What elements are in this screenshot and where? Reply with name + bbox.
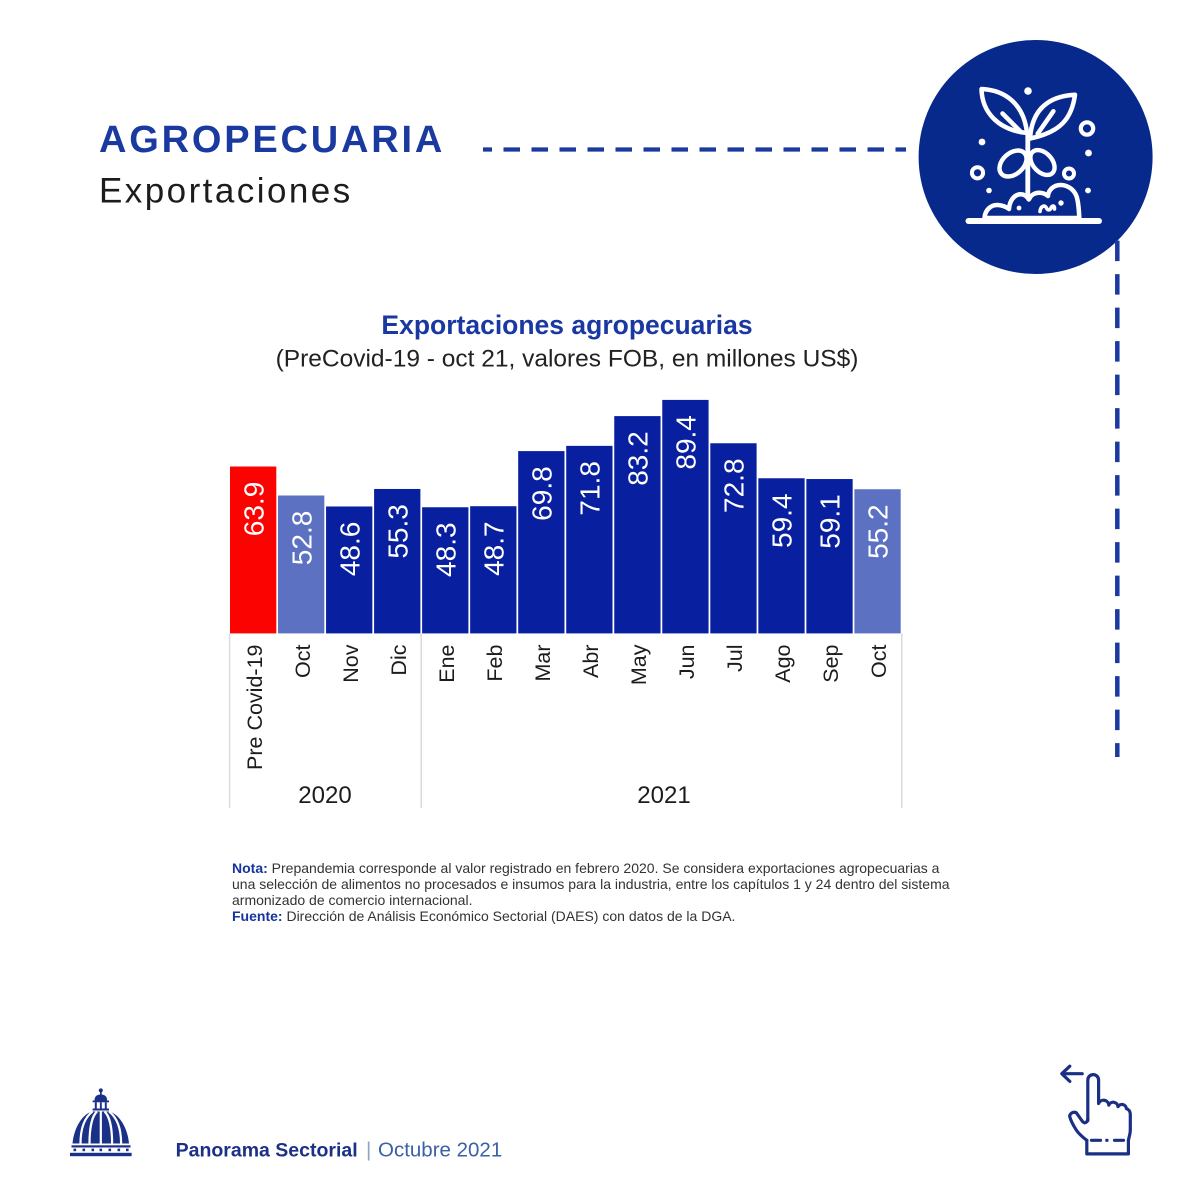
svg-text:71.8: 71.8 — [575, 461, 606, 516]
svg-text:una selección de alimentos no: una selección de alimentos no procesados… — [232, 876, 950, 892]
svg-text:59.4: 59.4 — [767, 493, 798, 547]
svg-text:Oct: Oct — [291, 644, 315, 677]
svg-text:Exportaciones: Exportaciones — [99, 172, 353, 211]
svg-text:May: May — [627, 644, 651, 685]
svg-text:Sep: Sep — [819, 644, 843, 682]
svg-text:Fuente: Dirección de Análisis: Fuente: Dirección de Análisis Económico … — [232, 908, 735, 924]
svg-text:Nov: Nov — [339, 644, 363, 682]
svg-text:48.3: 48.3 — [430, 522, 461, 577]
svg-text:55.2: 55.2 — [863, 504, 894, 559]
svg-text:72.8: 72.8 — [719, 458, 750, 512]
svg-text:Abr: Abr — [579, 645, 603, 678]
svg-text:Exportaciones agropecuarias: Exportaciones agropecuarias — [381, 310, 752, 340]
svg-text:52.8: 52.8 — [286, 511, 317, 566]
svg-text:63.9: 63.9 — [238, 482, 269, 536]
svg-text:Dic: Dic — [387, 644, 411, 675]
svg-text:Jul: Jul — [723, 645, 747, 672]
svg-text:55.3: 55.3 — [382, 504, 413, 559]
svg-text:Oct: Oct — [867, 644, 891, 677]
svg-text:2020: 2020 — [298, 782, 351, 809]
svg-text:Ene: Ene — [435, 645, 459, 683]
svg-text:89.4: 89.4 — [671, 415, 702, 470]
svg-text:Ago: Ago — [771, 644, 795, 682]
svg-text:69.8: 69.8 — [527, 466, 558, 521]
svg-text:(PreCovid-19 - oct 21, valores: (PreCovid-19 - oct 21, valores FOB, en m… — [276, 346, 859, 373]
svg-text:AGROPECUARIA: AGROPECUARIA — [99, 119, 445, 161]
svg-text:Pre Covid-19: Pre Covid-19 — [243, 645, 267, 770]
svg-text:Nota: Prepandemia corresponde: Nota: Prepandemia corresponde al valor r… — [232, 860, 940, 876]
svg-text:48.6: 48.6 — [334, 522, 365, 577]
svg-text:83.2: 83.2 — [623, 431, 654, 486]
svg-text:Mar: Mar — [531, 645, 555, 682]
svg-text:Octubre 2021: Octubre 2021 — [378, 1139, 502, 1162]
svg-text:Feb: Feb — [483, 644, 507, 681]
svg-text:|: | — [366, 1139, 371, 1162]
svg-text:armonizado de comercio interna: armonizado de comercio internacional. — [232, 892, 472, 908]
svg-text:Jun: Jun — [675, 645, 699, 680]
svg-text:59.1: 59.1 — [815, 494, 846, 549]
svg-text:48.7: 48.7 — [479, 521, 510, 576]
svg-text:2021: 2021 — [637, 782, 690, 809]
svg-text:Panorama Sectorial: Panorama Sectorial — [176, 1140, 358, 1162]
